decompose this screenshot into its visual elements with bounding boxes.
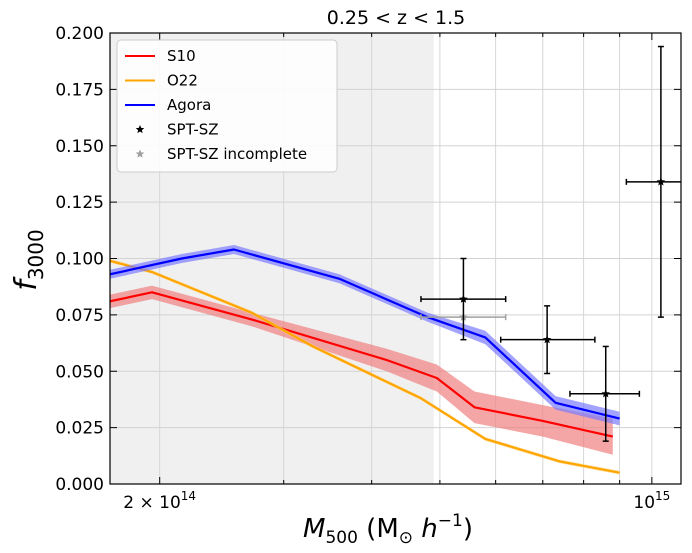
data-point-marker — [656, 177, 666, 186]
x-axis-label-sub: 500 — [325, 528, 357, 548]
legend-label: Agora — [167, 96, 211, 114]
x-tick-mantissa: 10 — [633, 493, 655, 513]
data-point-marker — [542, 335, 552, 344]
data-layer — [110, 45, 681, 475]
series-band-s10 — [110, 285, 613, 455]
y-tick-label: 0.100 — [55, 250, 104, 270]
legend-marker — [135, 125, 145, 134]
legend-label: O22 — [167, 72, 198, 90]
series-line-o22 — [110, 259, 620, 474]
x-tick-exponent: 15 — [655, 489, 670, 503]
x-axis-label-close: ) — [463, 514, 473, 544]
y-tick-label: 0.175 — [55, 80, 104, 100]
data-point-spt-sz — [625, 45, 681, 318]
x-axis-label-sun: ⊙ — [399, 528, 413, 548]
y-tick-label: 0.125 — [55, 193, 104, 213]
data-point-spt-sz — [499, 305, 596, 375]
x-tick-label: 2 × 1014 — [123, 489, 196, 513]
data-point-marker — [459, 294, 468, 303]
x-tick-mantissa: 2 × 10 — [123, 493, 181, 513]
y-tick-label: 0.050 — [55, 362, 104, 382]
y-tick-label: 0.150 — [55, 137, 104, 157]
legend-box — [116, 39, 338, 173]
x-axis-label-var: M — [303, 514, 325, 544]
x-axis-label-h: h — [413, 514, 438, 544]
legend-marker — [135, 149, 145, 158]
y-tick-label: 0.000 — [55, 475, 104, 495]
y-tick-label: 0.025 — [55, 419, 104, 439]
data-point-spt-sz — [569, 345, 641, 442]
y-tick-label: 0.200 — [55, 24, 104, 44]
series-line-s10 — [110, 291, 614, 438]
y-axis-label: f3000 — [9, 229, 48, 290]
data-point-marker — [601, 389, 610, 398]
axis-ticks — [110, 32, 681, 485]
x-axis-label-open: (M — [358, 514, 399, 544]
chart-title: 0.25 < z < 1.5 — [327, 7, 466, 29]
y-axis-label-sub: 3000 — [24, 229, 48, 280]
legend-label: S10 — [167, 47, 196, 65]
x-axis-label-sup: −1 — [438, 511, 463, 531]
y-tick-label: 0.075 — [55, 306, 104, 326]
legend: S10 O22 Agora SPT-SZ SPT-SZ incomplete — [116, 39, 338, 173]
plot-area: 0.000 0.025 0.050 0.075 0.100 0.125 0.150 0.175… — [55, 24, 682, 513]
data-point-spt-sz — [420, 257, 507, 341]
series-line-agora — [110, 248, 620, 420]
legend-label: SPT-SZ incomplete — [167, 145, 307, 163]
legend-label: SPT-SZ — [167, 121, 219, 139]
x-axis-label: M500 (M⊙ h−1) — [303, 511, 473, 548]
x-tick-label: 1015 — [633, 489, 670, 513]
x-tick-exponent: 14 — [181, 489, 196, 503]
